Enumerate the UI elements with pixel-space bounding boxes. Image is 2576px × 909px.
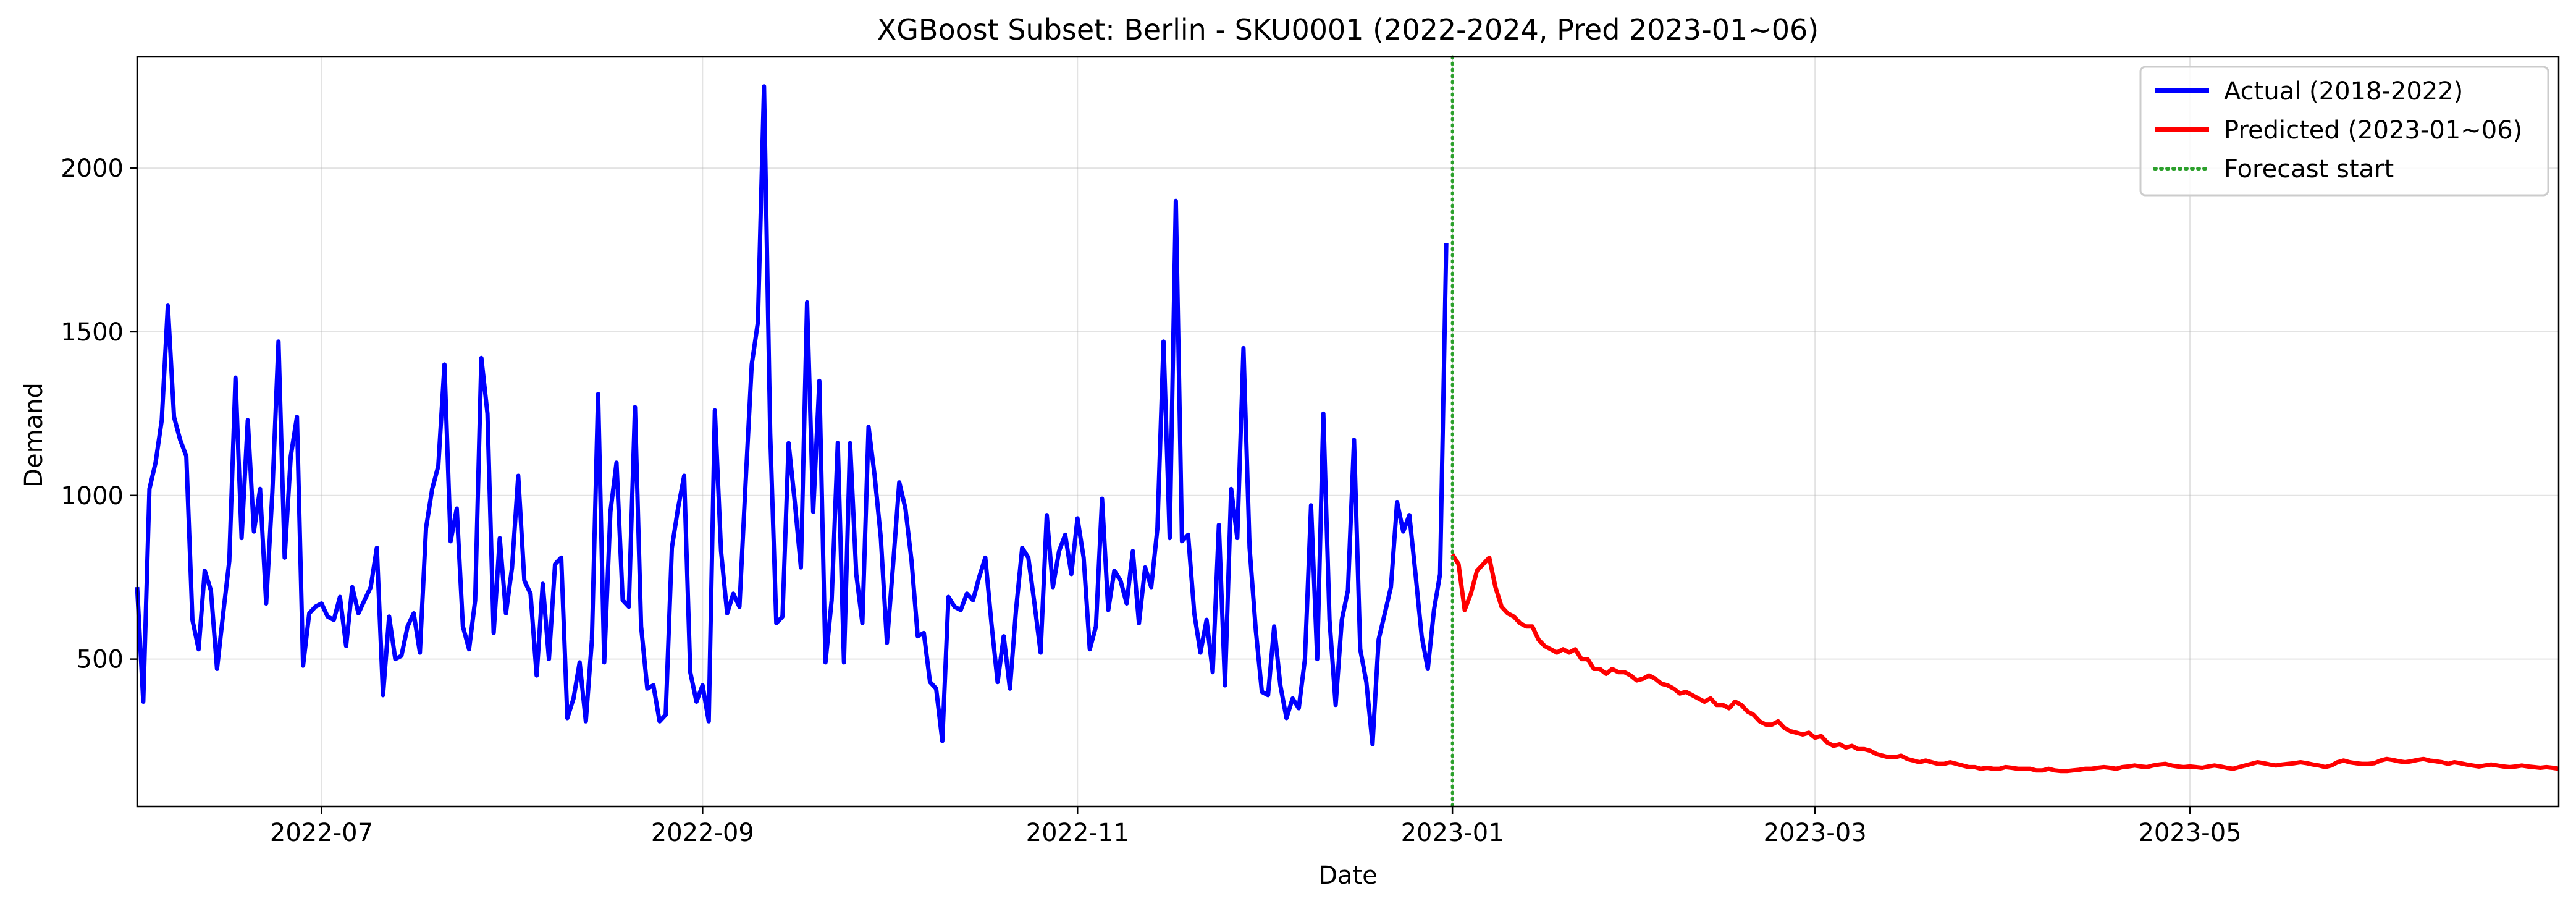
legend-frame [2139,66,2549,197]
x-tick-label: 2023-01 [1401,819,1504,847]
series-line-actual [135,84,1449,746]
x-tick-label: 2023-03 [1764,819,1867,847]
legend-label-actual: Actual (2018-2022) [2224,77,2463,106]
x-tick-label: 2022-07 [270,819,373,847]
legend: Actual (2018-2022) Predicted (2023-01~06… [2139,66,2549,197]
y-tick-label: 1000 [61,482,124,510]
ticks-layer: 500 1000 1500 2000 2022-07 2022-09 2022-11 2023… [61,154,2241,847]
x-tick-label: 2022-11 [1026,819,1129,847]
plot-frame [136,56,2560,808]
legend-label-predicted: Predicted (2023-01~06) [2224,116,2522,145]
legend-label-forecast-start: Forecast start [2224,155,2394,184]
x-axis-label: Date [1318,861,1378,890]
series-line-predicted [1450,553,2559,774]
y-tick-label: 500 [77,646,124,674]
x-tick-label: 2023-05 [2138,819,2241,847]
series-layer [135,55,2559,808]
x-tick-label: 2022-09 [651,819,754,847]
y-axis-label: Demand [20,383,48,488]
y-tick-label: 1500 [61,318,124,347]
y-tick-label: 2000 [61,154,124,183]
axes-layer [136,56,2560,808]
chart-title: XGBoost Subset: Berlin - SKU0001 (2022-2… [877,13,1819,46]
